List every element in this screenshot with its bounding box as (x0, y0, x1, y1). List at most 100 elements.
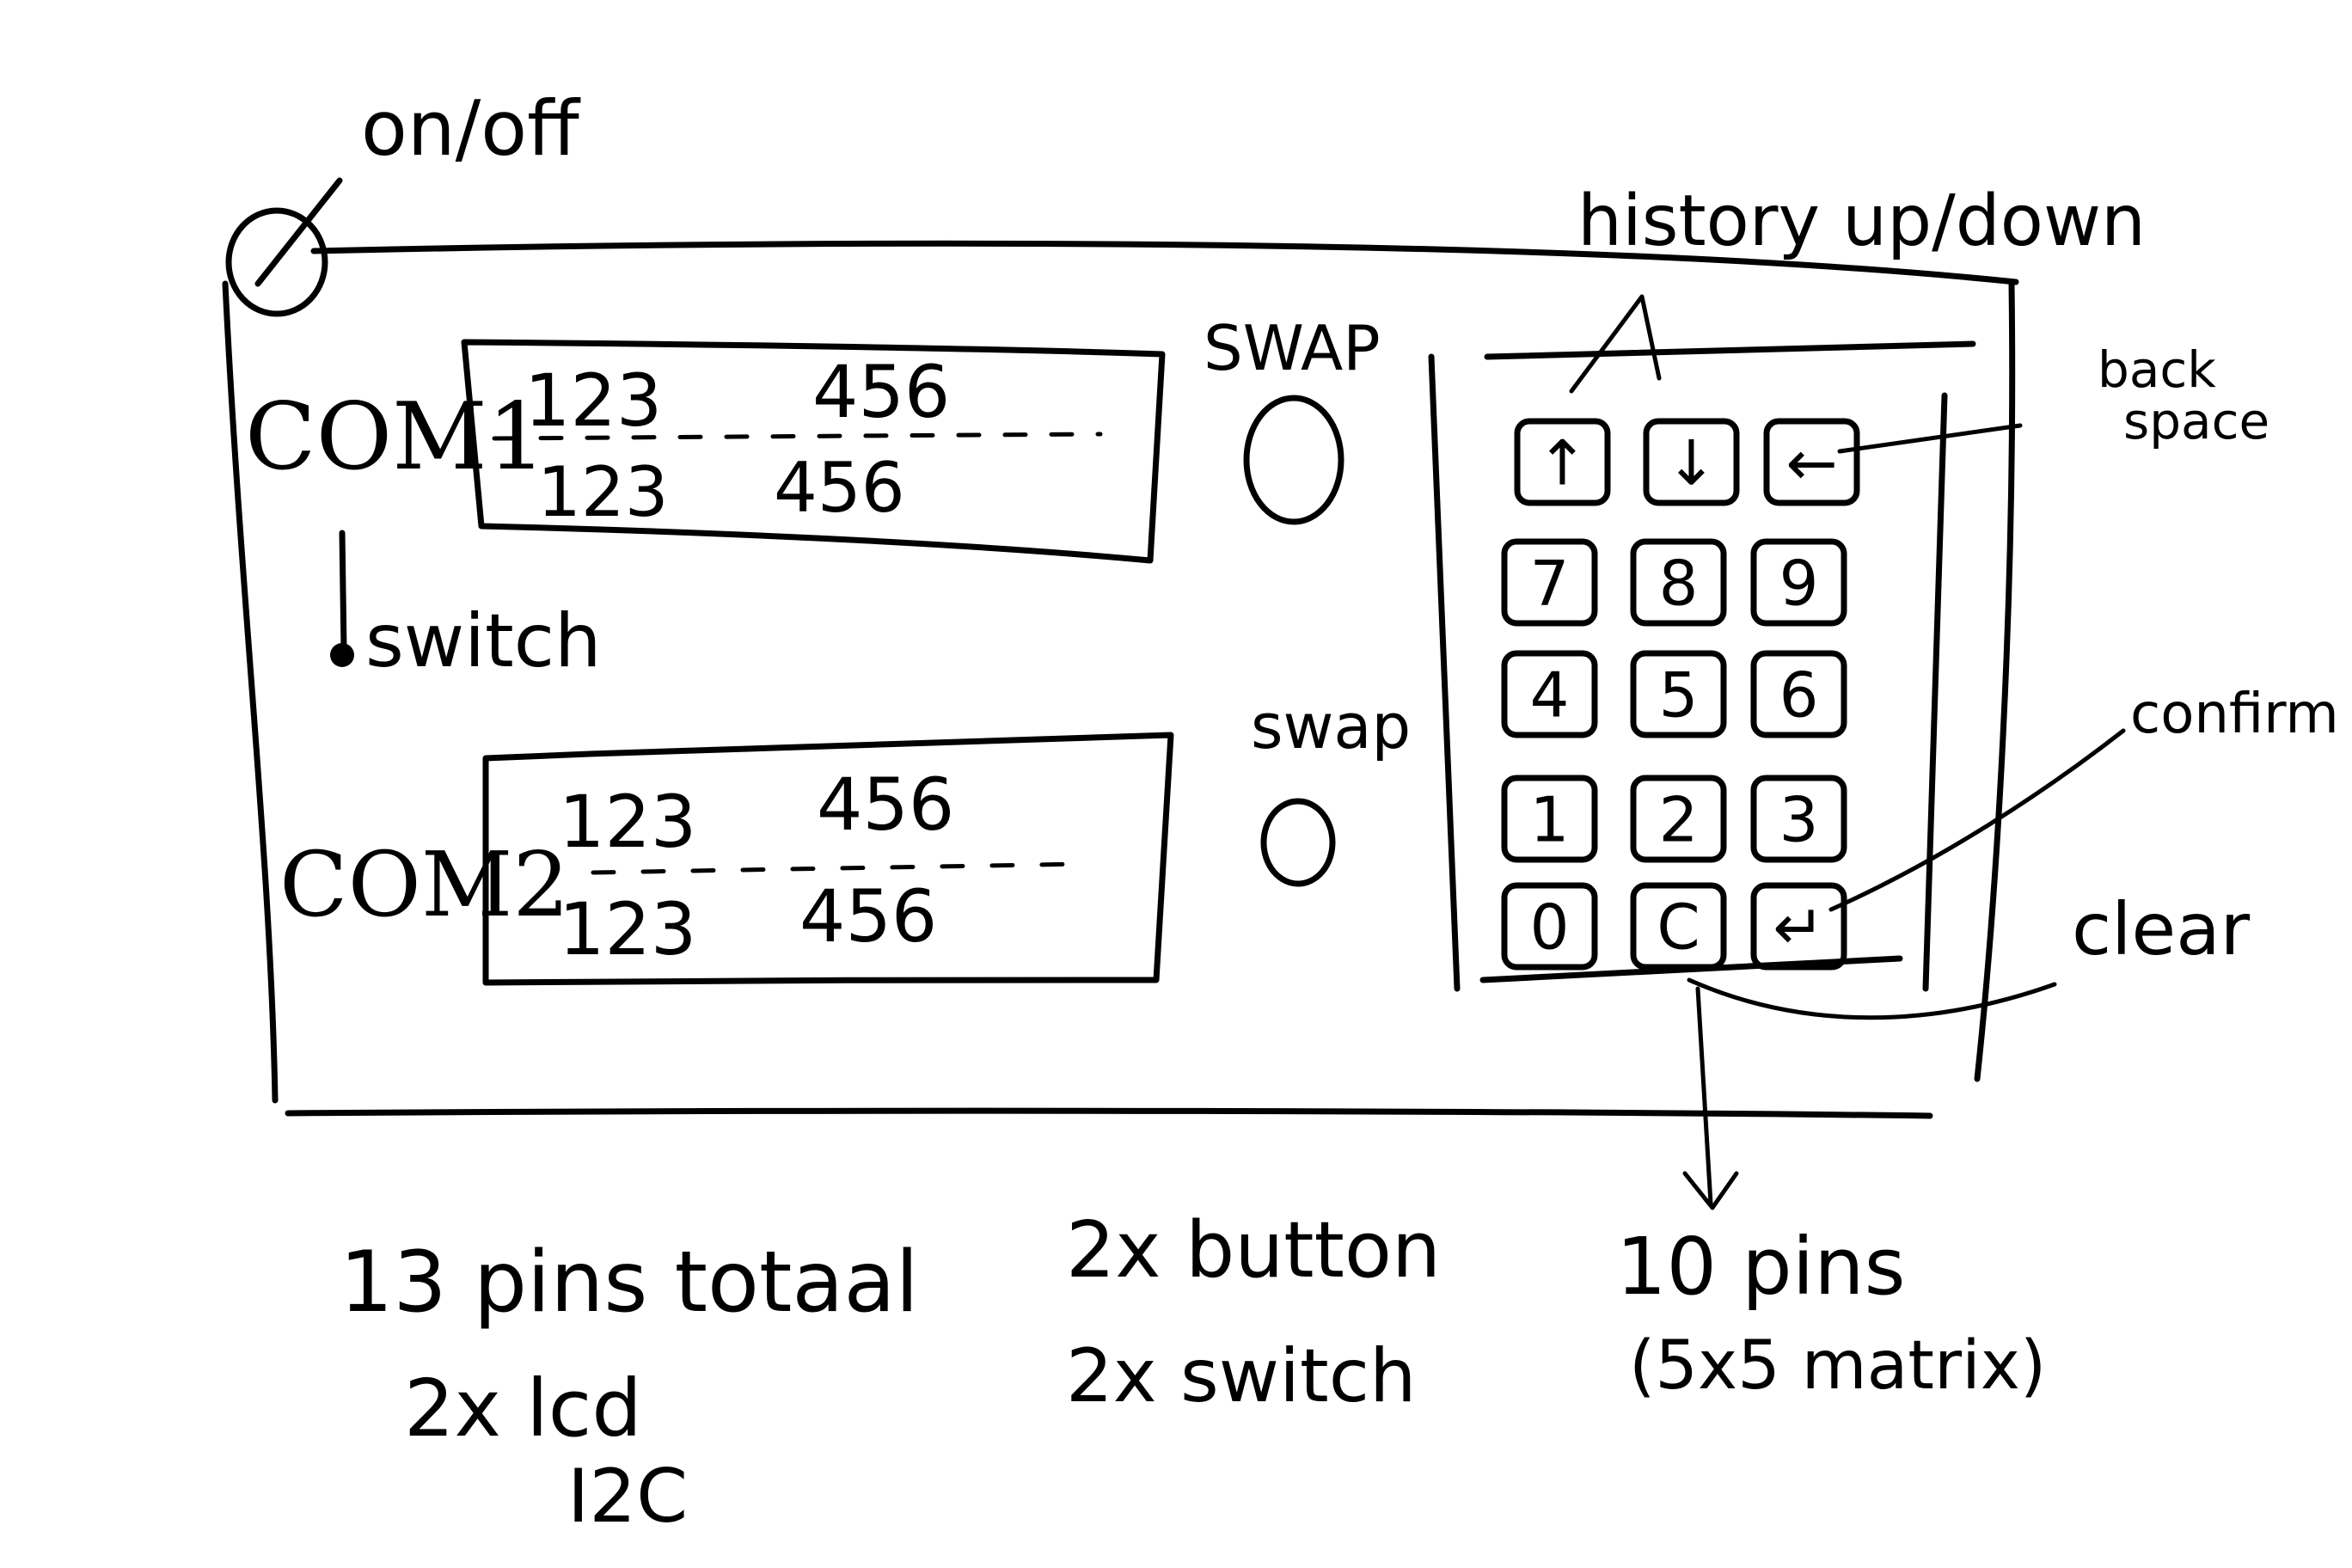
keypad-key-frame (1501, 882, 1598, 971)
keypad-key-label: 8 (1659, 548, 1699, 620)
keypad-key-frame (1763, 418, 1860, 506)
keypad-key[interactable]: 7 (1501, 538, 1598, 627)
keypad-key-label: ↑ (1536, 427, 1588, 499)
com2-standby-left: 123 (559, 887, 696, 971)
note-i2c: I2C (567, 1454, 688, 1540)
keypad-key[interactable]: ↓ (1643, 418, 1740, 506)
switch-lever-icon (339, 530, 347, 652)
enclosure-right-edge (1974, 280, 2016, 1082)
com1-active-right: 456 (812, 350, 950, 434)
keypad-key-label: 4 (1530, 659, 1570, 732)
keypad-key-label: 7 (1530, 548, 1570, 620)
swap-2-label: swap (1251, 690, 1411, 763)
keypad-key-frame (1750, 775, 1847, 863)
note-matrix: (5x5 matrix) (1629, 1327, 2046, 1405)
knob-circle-icon (225, 207, 328, 317)
keypad-panel-right-edge (1922, 392, 1948, 992)
keypad-keys: ↑ ↓ ← 7 8 9 4 5 6 1 2 3 0 C ↵ (1501, 418, 1860, 971)
note-switches: 2x switch (1066, 1333, 1417, 1419)
keypad-panel (1428, 340, 1976, 992)
keypad-key-frame (1643, 418, 1740, 506)
keypad-key-frame (1630, 538, 1727, 627)
keypad-key-frame (1501, 650, 1598, 738)
note-buttons: 2x button (1066, 1205, 1441, 1295)
keypad-key-frame (1501, 775, 1598, 863)
on-off-label: on/off (361, 84, 581, 173)
note-lcd: 2x lcd (404, 1363, 642, 1455)
com2-lcd-frame (482, 732, 1174, 986)
com1-lcd-frame (461, 339, 1166, 564)
on-off-knob[interactable] (225, 177, 343, 317)
keypad-key-label: 2 (1659, 784, 1699, 856)
keypad-key-frame (1630, 650, 1727, 738)
keypad-key[interactable]: 5 (1630, 650, 1727, 738)
com1-standby-left: 123 (537, 452, 669, 532)
keypad-key-label: 9 (1779, 548, 1819, 620)
keypad-key[interactable]: 1 (1501, 775, 1598, 863)
keypad-key[interactable]: 2 (1630, 775, 1727, 863)
keypad-key-label: 1 (1530, 784, 1570, 856)
com2-active-left: 123 (559, 780, 696, 864)
keypad-key-label: 6 (1779, 659, 1819, 732)
keypad-key-frame (1514, 418, 1611, 506)
keypad-key[interactable]: ↵ (1750, 882, 1847, 971)
keypad-key-frame (1750, 650, 1847, 738)
switch-label: switch (365, 598, 602, 684)
keypad-key[interactable]: C (1630, 882, 1727, 971)
device-enclosure (222, 240, 2019, 1119)
keypad-key-label: C (1657, 891, 1700, 964)
keypad-key[interactable]: 9 (1750, 538, 1847, 627)
confirm-callout-line (1828, 728, 2126, 912)
clear-label: clear (2072, 887, 2251, 971)
keypad-key[interactable]: 3 (1750, 775, 1847, 863)
note-keypad-pins: 10 pins (1616, 1221, 1906, 1313)
com1-lcd-display: 123 456 123 456 (461, 339, 1166, 564)
backspace-label-line2: space (2123, 392, 2269, 450)
keypad-key-label: ← (1785, 427, 1837, 499)
keypad-key-label: 3 (1779, 784, 1819, 856)
keypad-key[interactable]: ↑ (1514, 418, 1611, 506)
keypad-panel-top-edge (1484, 340, 1976, 360)
keypad-key-frame (1501, 538, 1598, 627)
keypad-key-label: 5 (1659, 659, 1699, 732)
knob-pointer-icon (254, 177, 343, 287)
keypad-panel-left-edge (1428, 353, 1461, 992)
com2-lcd-display: 123 456 123 456 (482, 732, 1174, 986)
swap-1-button[interactable] (1243, 395, 1344, 525)
keypad-pins-arrow-line (1695, 986, 1713, 1206)
com1-standby-right: 456 (774, 448, 905, 528)
keypad-key-frame (1750, 882, 1847, 971)
com2-label: COM2 (279, 832, 570, 937)
backspace-callout-line (1837, 423, 2023, 454)
com-switch[interactable] (330, 530, 354, 667)
confirm-label: confirm (2130, 683, 2339, 746)
history-arrow-icon (1569, 294, 1662, 394)
swap-1-label: SWAP (1204, 312, 1381, 384)
com2-separator-line (591, 861, 1086, 875)
keypad-key-frame (1630, 775, 1727, 863)
note-pins-total: 13 pins totaal (340, 1234, 919, 1332)
keypad-key-label: ↓ (1665, 427, 1717, 499)
keypad-key-frame (1630, 882, 1727, 971)
enclosure-bottom-edge (285, 1107, 1933, 1119)
com1-separator-line (492, 432, 1103, 441)
com2-standby-right: 456 (799, 874, 937, 959)
com2-active-right: 456 (817, 763, 954, 847)
keypad-key[interactable]: 0 (1501, 882, 1598, 971)
backspace-label-line1: back (2098, 340, 2216, 399)
keypad-key[interactable]: 8 (1630, 538, 1727, 627)
enclosure-top-edge (310, 240, 2019, 285)
keypad-pins-arrow-head-icon (1682, 1171, 1739, 1210)
com1-active-left: 123 (524, 358, 662, 443)
swap-2-button[interactable] (1260, 798, 1336, 887)
keypad-key-label: ↵ (1773, 891, 1824, 964)
switch-pivot-icon (330, 643, 354, 667)
history-label: history up/down (1577, 181, 2146, 262)
keypad-key[interactable]: 6 (1750, 650, 1847, 738)
keypad-key[interactable]: ← (1763, 418, 1860, 506)
keypad-key-frame (1750, 538, 1847, 627)
enclosure-left-edge (222, 280, 279, 1104)
keypad-key[interactable]: 4 (1501, 650, 1598, 738)
clear-callout-line (1687, 977, 2057, 1020)
keypad-key-label: 0 (1530, 891, 1570, 964)
